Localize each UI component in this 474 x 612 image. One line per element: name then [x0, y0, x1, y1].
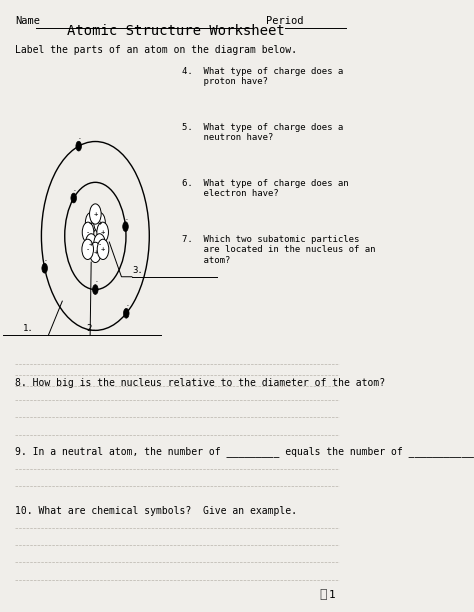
Text: Period: Period — [266, 16, 303, 26]
Circle shape — [82, 222, 94, 242]
Text: 1: 1 — [329, 589, 336, 600]
Circle shape — [97, 239, 109, 259]
Text: 8. How big is the nucleus relative to the diameter of the atom?: 8. How big is the nucleus relative to th… — [15, 378, 385, 388]
Text: +: + — [101, 247, 105, 252]
Text: 4.  What type of charge does a
    proton have?: 4. What type of charge does a proton hav… — [182, 67, 344, 86]
Text: +: + — [100, 230, 105, 235]
Text: +: + — [89, 220, 93, 226]
Text: 1.: 1. — [23, 324, 34, 334]
Text: 6.  What type of charge does an
    electron have?: 6. What type of charge does an electron … — [182, 179, 349, 198]
Text: -: - — [125, 217, 129, 222]
Circle shape — [90, 204, 101, 224]
Circle shape — [42, 263, 47, 273]
Text: +: + — [93, 249, 98, 255]
Circle shape — [92, 285, 98, 294]
Text: Label the parts of an atom on the diagram below.: Label the parts of an atom on the diagra… — [15, 45, 297, 54]
Text: +: + — [93, 211, 98, 217]
Text: 7.  Which two subatomic particles
    are located in the nucleus of an
    atom?: 7. Which two subatomic particles are loc… — [182, 235, 376, 264]
Text: 5.  What type of charge does a
    neutron have?: 5. What type of charge does a neutron ha… — [182, 122, 344, 142]
Circle shape — [124, 308, 129, 318]
Text: 9. In a neutral atom, the number of _________ equals the number of _____________: 9. In a neutral atom, the number of ____… — [15, 446, 474, 457]
Text: -: - — [78, 136, 82, 141]
Text: Name: Name — [15, 16, 40, 26]
Circle shape — [97, 222, 109, 242]
Circle shape — [85, 212, 97, 233]
Circle shape — [76, 141, 82, 151]
Text: ⎙: ⎙ — [319, 588, 327, 601]
Circle shape — [85, 234, 97, 254]
Text: -: - — [86, 247, 90, 252]
Text: 10. What are chemical symbols?  Give an example.: 10. What are chemical symbols? Give an e… — [15, 506, 297, 516]
Text: Atomic Structure Worksheet: Atomic Structure Worksheet — [66, 24, 284, 38]
Text: +: + — [97, 220, 101, 226]
Text: 2.: 2. — [87, 324, 97, 334]
Text: 3.: 3. — [132, 266, 143, 275]
Circle shape — [90, 242, 101, 263]
Text: -: - — [44, 258, 48, 263]
Text: -: - — [73, 188, 77, 193]
Text: +: + — [89, 241, 93, 247]
Text: -: - — [95, 280, 99, 285]
Circle shape — [94, 212, 105, 233]
Circle shape — [82, 239, 93, 259]
Text: -: - — [86, 230, 90, 235]
Text: -: - — [97, 241, 101, 247]
Circle shape — [94, 234, 105, 254]
Circle shape — [123, 222, 128, 231]
Text: -: - — [126, 304, 129, 308]
Circle shape — [71, 193, 76, 203]
